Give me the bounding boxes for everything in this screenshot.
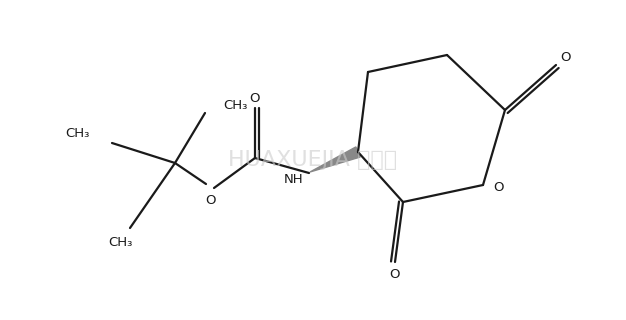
Polygon shape — [310, 147, 360, 172]
Text: O: O — [250, 92, 260, 105]
Text: O: O — [206, 194, 216, 206]
Text: HUAXUEJIA 化学加: HUAXUEJIA 化学加 — [228, 150, 398, 170]
Text: CH₃: CH₃ — [108, 236, 132, 249]
Text: CH₃: CH₃ — [223, 99, 247, 111]
Text: O: O — [390, 268, 400, 281]
Text: NH: NH — [284, 172, 304, 186]
Text: O: O — [494, 180, 505, 194]
Text: O: O — [561, 51, 572, 63]
Text: CH₃: CH₃ — [66, 126, 90, 140]
